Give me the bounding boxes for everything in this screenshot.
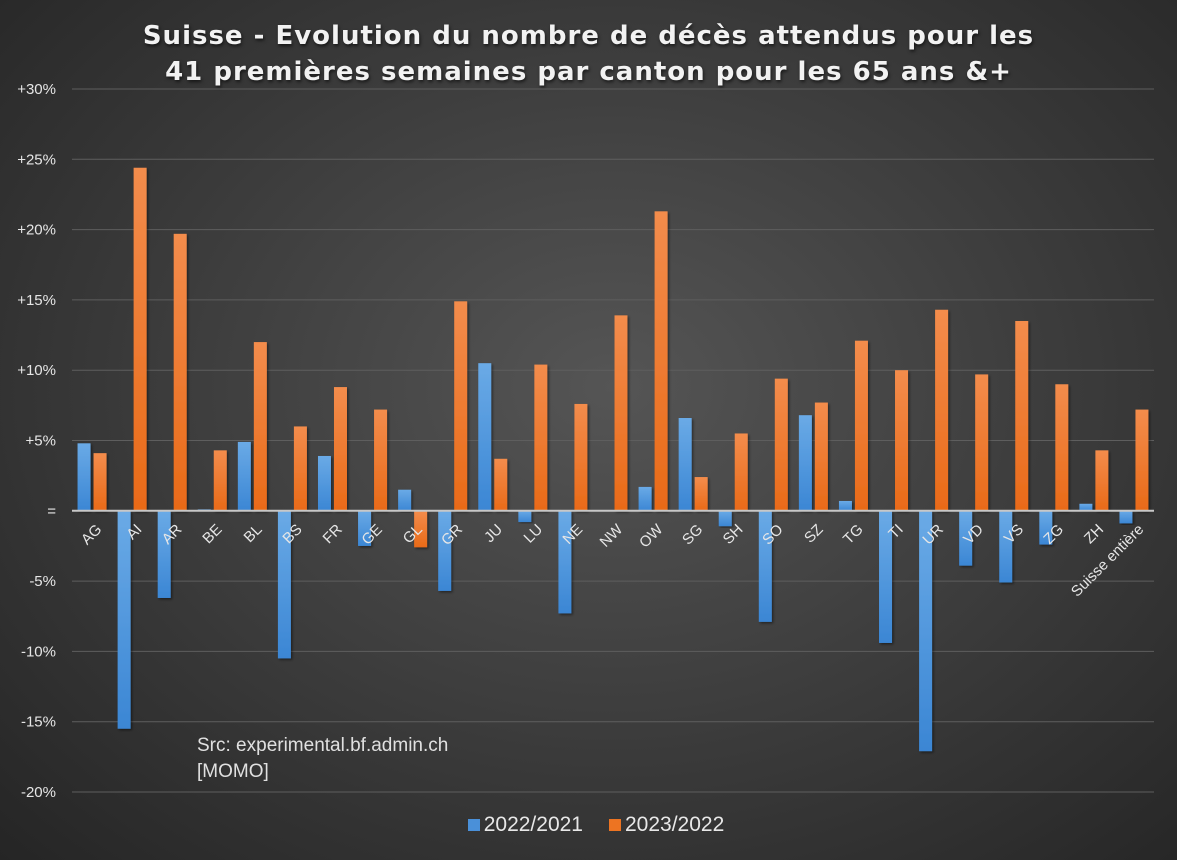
chart-title: Suisse - Evolution du nombre de décès at… xyxy=(0,18,1177,90)
x-tick-label: ZH xyxy=(1081,521,1107,547)
bar-2023-2022-nw xyxy=(614,315,628,511)
bar-2022-2021-lu xyxy=(518,510,532,523)
y-tick-label: -10% xyxy=(21,643,56,660)
bar-2022-2021-tg xyxy=(838,500,852,511)
y-tick-label: +30% xyxy=(17,81,56,98)
source-line-1: Src: experimental.bf.admin.ch xyxy=(197,735,449,756)
bar-2023-2022-vd xyxy=(975,374,989,511)
bar-2022-2021-ai xyxy=(117,510,131,729)
legend-swatch-orange xyxy=(609,819,621,831)
bar-2023-2022-be xyxy=(213,450,227,511)
bar-2023-2022-ai xyxy=(133,167,147,511)
bar-2022-2021-vd xyxy=(959,510,973,566)
bar-2022-2021-ur xyxy=(919,510,933,752)
legend-label: 2023/2022 xyxy=(625,813,725,836)
bar-2022-2021-ju xyxy=(478,363,492,511)
bar-2022-2021-ow xyxy=(638,486,652,511)
x-tick-label: SG xyxy=(679,521,706,548)
bar-2022-2021-sh xyxy=(718,510,732,527)
x-tick-label: FR xyxy=(320,521,346,547)
bar-2022-2021-ar xyxy=(157,510,171,598)
bar-2023-2022-zg xyxy=(1055,384,1069,511)
bar-2023-2022-ne xyxy=(574,403,588,511)
bar-2022-2021-bl xyxy=(237,441,251,511)
bar-2023-2022-suisse-entière xyxy=(1135,409,1149,511)
bar-2023-2022-vs xyxy=(1015,320,1029,511)
x-tick-label: LU xyxy=(521,521,547,547)
x-tick-label: BL xyxy=(241,521,266,546)
y-tick-label: = xyxy=(47,503,56,520)
bar-2022-2021-zg xyxy=(1039,510,1053,545)
x-tick-label: Suisse entière xyxy=(1068,521,1147,600)
y-tick-label: +20% xyxy=(17,222,56,239)
y-tick-label: -5% xyxy=(29,573,56,590)
y-tick-label: +25% xyxy=(17,151,56,168)
bar-2023-2022-so xyxy=(774,378,788,511)
bar-2022-2021-zh xyxy=(1079,503,1093,511)
bar-2023-2022-ti xyxy=(895,370,909,511)
x-tick-label: TG xyxy=(840,521,867,548)
bar-2023-2022-sh xyxy=(734,433,748,511)
bar-2023-2022-ag xyxy=(93,453,107,511)
source-line-2: [MOMO] xyxy=(197,761,269,782)
bars xyxy=(77,167,1149,752)
bar-2022-2021-sg xyxy=(678,418,692,511)
bar-2023-2022-bs xyxy=(293,426,307,511)
legend: 2022/2021 2023/2022 xyxy=(0,813,1177,837)
legend-swatch-blue xyxy=(467,819,480,831)
legend-item-2022-2021[interactable]: 2022/2021 xyxy=(467,813,583,837)
chart-title-line-2: 41 premières semaines par canton pour le… xyxy=(165,57,1012,87)
bar-2022-2021-bs xyxy=(277,510,291,659)
bar-2023-2022-ur xyxy=(935,309,949,511)
chart-title-line-1: Suisse - Evolution du nombre de décès at… xyxy=(142,21,1035,51)
x-tick-label: AG xyxy=(78,521,105,548)
bar-2023-2022-fr xyxy=(333,387,347,511)
y-tick-label: +5% xyxy=(26,433,56,450)
bar-2023-2022-zh xyxy=(1095,450,1109,511)
bar-2023-2022-ar xyxy=(173,233,187,511)
bar-2023-2022-bl xyxy=(253,342,267,511)
bar-2022-2021-ag xyxy=(77,443,91,511)
bar-2022-2021-ge xyxy=(358,510,372,546)
bar-2022-2021-gl xyxy=(398,489,412,511)
x-tick-label: OW xyxy=(636,520,667,551)
y-axis: +30% +25% +20% +15% +10% +5% = -5% -10% -15% -20% xyxy=(17,81,56,801)
bar-2023-2022-sz xyxy=(814,402,828,511)
bar-2022-2021-gr xyxy=(438,510,452,591)
y-tick-label: +10% xyxy=(17,362,56,379)
bar-2023-2022-lu xyxy=(534,364,548,511)
source-annotation: Src: experimental.bf.admin.ch [MOMO] xyxy=(197,733,448,785)
y-tick-label: -15% xyxy=(21,714,56,731)
bar-2022-2021-ne xyxy=(558,510,572,614)
x-tick-label: JU xyxy=(481,521,506,546)
bar-2022-2021-so xyxy=(758,510,772,622)
bar-2023-2022-ow xyxy=(654,211,668,511)
y-tick-label: -20% xyxy=(21,784,56,801)
bar-2022-2021-sz xyxy=(798,415,812,511)
bar-2022-2021-fr xyxy=(317,455,331,511)
bar-2023-2022-ge xyxy=(374,409,388,511)
gridlines xyxy=(72,88,1154,793)
x-axis: AG AI AR BE BL BS FR GE GL GR JU LU NE NW OW SG SH SO SZ TG… xyxy=(78,520,1147,600)
bar-2023-2022-tg xyxy=(854,340,868,511)
legend-label: 2022/2021 xyxy=(483,813,583,836)
x-tick-label: BE xyxy=(199,521,225,547)
bar-2023-2022-gr xyxy=(454,301,468,511)
y-tick-label: +15% xyxy=(17,292,56,309)
bar-2022-2021-ti xyxy=(879,510,893,643)
bar-2022-2021-vs xyxy=(999,510,1013,583)
bar-2023-2022-ju xyxy=(494,458,508,511)
bar-2023-2022-gl xyxy=(414,510,428,548)
bar-2022-2021-suisse-entière xyxy=(1119,510,1133,524)
bar-2023-2022-sg xyxy=(694,477,708,511)
legend-item-2023-2022[interactable]: 2023/2022 xyxy=(609,813,724,837)
x-tick-label: NW xyxy=(597,520,627,550)
x-tick-label: SZ xyxy=(801,521,827,547)
